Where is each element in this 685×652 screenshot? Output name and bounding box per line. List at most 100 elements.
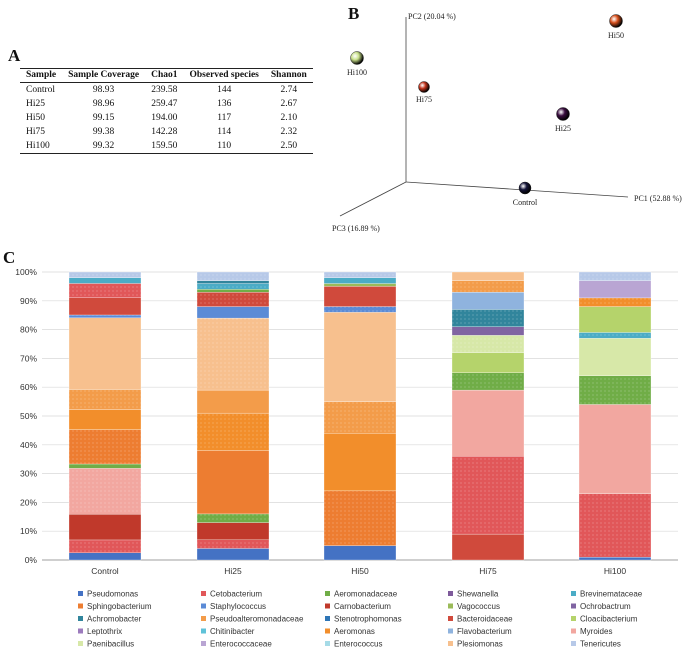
legend-swatch bbox=[78, 628, 83, 634]
y-tick-label: 20% bbox=[20, 497, 37, 507]
legend-label: Aeromonadaceae bbox=[334, 590, 398, 599]
table-row: Hi100 99.32 159.50 110 2.50 bbox=[20, 139, 313, 154]
bar-segment bbox=[68, 297, 142, 316]
bar-segment bbox=[578, 404, 652, 494]
table-cell: 2.74 bbox=[280, 85, 298, 95]
bar-segment-texture bbox=[452, 335, 524, 353]
bar-segment bbox=[578, 556, 652, 561]
legend-swatch bbox=[78, 616, 83, 621]
pca-point-label: Hi75 bbox=[416, 95, 432, 104]
panel-label-c: C bbox=[3, 248, 16, 267]
legend-swatch bbox=[571, 616, 576, 621]
bar-segment-texture bbox=[69, 314, 141, 318]
axis-pc1 bbox=[405, 181, 629, 198]
legend-swatch bbox=[325, 616, 330, 621]
bar-segment-texture bbox=[579, 375, 651, 405]
x-tick-label: Hi100 bbox=[604, 566, 626, 576]
legend-label: Tenericutes bbox=[580, 640, 621, 649]
legend-label: Pseudomonas bbox=[87, 590, 138, 599]
bar-segment bbox=[578, 338, 652, 376]
table-cell: 110 bbox=[183, 139, 265, 154]
table-header-row: Sample Sample Coverage Chao1 Observed sp… bbox=[20, 68, 313, 83]
bar-segment-texture bbox=[324, 490, 396, 546]
table-cell: 2.32 bbox=[280, 127, 298, 137]
table-cell: 117 bbox=[217, 113, 232, 123]
y-tick-label: 90% bbox=[20, 296, 37, 306]
column-header: Chao1 bbox=[145, 68, 184, 83]
y-tick-label: 80% bbox=[20, 325, 37, 335]
bar-segment-texture bbox=[197, 292, 269, 307]
legend-swatch bbox=[571, 641, 576, 646]
table-row: Hi75 99.38 142.28 114 2.32 bbox=[20, 125, 313, 139]
bar-segment bbox=[323, 312, 397, 402]
table-cell: 98.93 bbox=[92, 85, 115, 95]
legend-label: Leptothrix bbox=[87, 627, 122, 636]
legend-label: Myroides bbox=[580, 627, 612, 636]
bar-segment-texture bbox=[579, 493, 651, 558]
bar-segment-texture bbox=[324, 272, 396, 278]
legend-swatch bbox=[78, 641, 83, 646]
bar-segment bbox=[451, 352, 525, 373]
bar-segment bbox=[196, 280, 270, 284]
bar-segment-texture bbox=[69, 468, 141, 515]
bar-segment-texture bbox=[452, 309, 524, 327]
table-cell: Hi50 bbox=[26, 113, 45, 123]
legend-swatch bbox=[201, 591, 206, 596]
legend-label: Cloacibacterium bbox=[580, 615, 638, 624]
pca-point-hi50 bbox=[609, 14, 623, 28]
bar-segment bbox=[323, 277, 397, 284]
legend-label: Enterococcus bbox=[334, 640, 382, 649]
legend-label: Flavobacterium bbox=[457, 627, 512, 636]
table-cell: 99.32 bbox=[62, 139, 146, 154]
bar-segment bbox=[451, 271, 525, 281]
table-cell: Control bbox=[26, 85, 56, 95]
bar-segment bbox=[68, 277, 142, 284]
bar-segment bbox=[196, 450, 270, 515]
legend-swatch bbox=[325, 641, 330, 646]
legend-label: Vagococcus bbox=[457, 602, 500, 611]
table-cell: Hi100 bbox=[20, 139, 63, 154]
bar-segment bbox=[578, 280, 652, 299]
bar-segment bbox=[196, 289, 270, 293]
y-tick-label: 50% bbox=[20, 411, 37, 421]
table-cell: 114 bbox=[217, 127, 232, 137]
bar-segment bbox=[451, 292, 525, 310]
legend-swatch bbox=[448, 603, 453, 609]
bar-segment-texture bbox=[452, 280, 524, 293]
legend-label: Stenotrophomonas bbox=[334, 615, 402, 624]
legend-swatch bbox=[78, 591, 83, 596]
table-cell: 159.50 bbox=[145, 139, 184, 154]
bar-segment-texture bbox=[324, 306, 396, 313]
bar-segment-texture bbox=[579, 272, 651, 281]
y-tick-label: 10% bbox=[20, 526, 37, 536]
table-cell: Hi75 bbox=[26, 127, 45, 137]
bar-segment-texture bbox=[197, 272, 269, 281]
legend-label: Achromobacter bbox=[87, 615, 142, 624]
table-cell: 239.58 bbox=[151, 85, 178, 95]
axis-label-pc2: PC2 (20.04 %) bbox=[408, 12, 456, 21]
legend-swatch bbox=[571, 628, 576, 634]
y-tick-label: 100% bbox=[15, 267, 37, 277]
pca-point-label: Hi100 bbox=[347, 68, 367, 77]
bar-segment-texture bbox=[69, 272, 141, 278]
table-row: Hi50 99.15 194.00 117 2.10 bbox=[20, 111, 313, 125]
x-tick-label: Control bbox=[91, 566, 119, 576]
pca-point-label: Hi25 bbox=[555, 124, 571, 133]
bar-segment-texture bbox=[69, 389, 141, 410]
legend-swatch bbox=[325, 628, 330, 634]
axis-pc3 bbox=[339, 181, 407, 217]
table-cell: 99.15 bbox=[92, 113, 115, 123]
legend-label: Sphingobacterium bbox=[87, 602, 152, 611]
legend-label: Shewanella bbox=[457, 590, 499, 599]
bar-segment bbox=[196, 522, 270, 540]
bar-segment-texture bbox=[69, 283, 141, 298]
pca-point-label: Control bbox=[513, 198, 538, 207]
bar-segment bbox=[68, 513, 142, 541]
table-row: Control 98.93 239.58 144 2.74 bbox=[20, 83, 313, 98]
legend-label: Carnobacterium bbox=[334, 602, 391, 611]
bar-segment bbox=[196, 548, 270, 561]
bar-segment-texture bbox=[197, 539, 269, 549]
legend-swatch bbox=[325, 603, 330, 609]
legend-label: Cetobacterium bbox=[210, 590, 262, 599]
bar-segment-texture bbox=[579, 332, 651, 339]
